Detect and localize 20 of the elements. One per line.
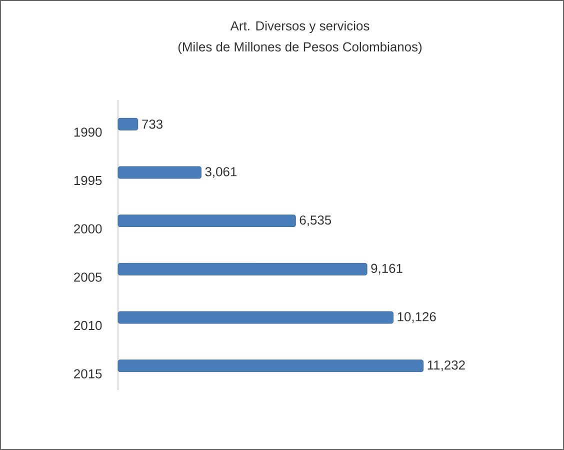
bar [118, 360, 424, 372]
bar [118, 118, 138, 130]
data-label: 9,161 [371, 264, 402, 275]
y-tick-label: 2015 [74, 369, 102, 378]
y-tick-label: 2005 [74, 272, 102, 282]
chart-subtitle: (Miles de Millones de Pesos Colombianos) [178, 42, 422, 54]
data-label: 11,232 [428, 360, 465, 372]
data-label: 6,535 [300, 215, 332, 226]
data-label: 10,126 [398, 312, 436, 323]
bar [118, 166, 202, 179]
bar [118, 214, 296, 228]
data-label: 3,061 [205, 167, 237, 178]
y-tick-label: 2000 [74, 224, 102, 234]
bar [118, 311, 394, 324]
y-tick-label: 2010 [74, 320, 102, 330]
y-tick-label: 1990 [74, 128, 102, 137]
chart-title: Art. Diversos y servicios [230, 20, 370, 34]
y-tick-label: 1995 [74, 176, 102, 186]
bar [118, 262, 368, 276]
data-label: 733 [142, 120, 162, 129]
